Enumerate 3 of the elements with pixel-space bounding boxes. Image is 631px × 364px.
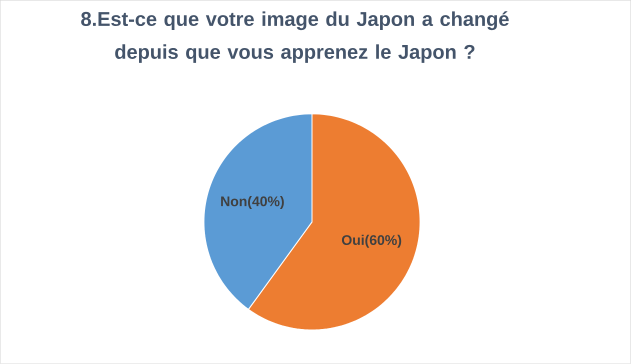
slice-label: Non(40%) [221,196,284,210]
slice-label: Oui(60%) [342,234,402,248]
chart-title: 8.Est-ce que votre image du Japon a changé depuis que vous apprenez le Japon ? [81,11,509,64]
